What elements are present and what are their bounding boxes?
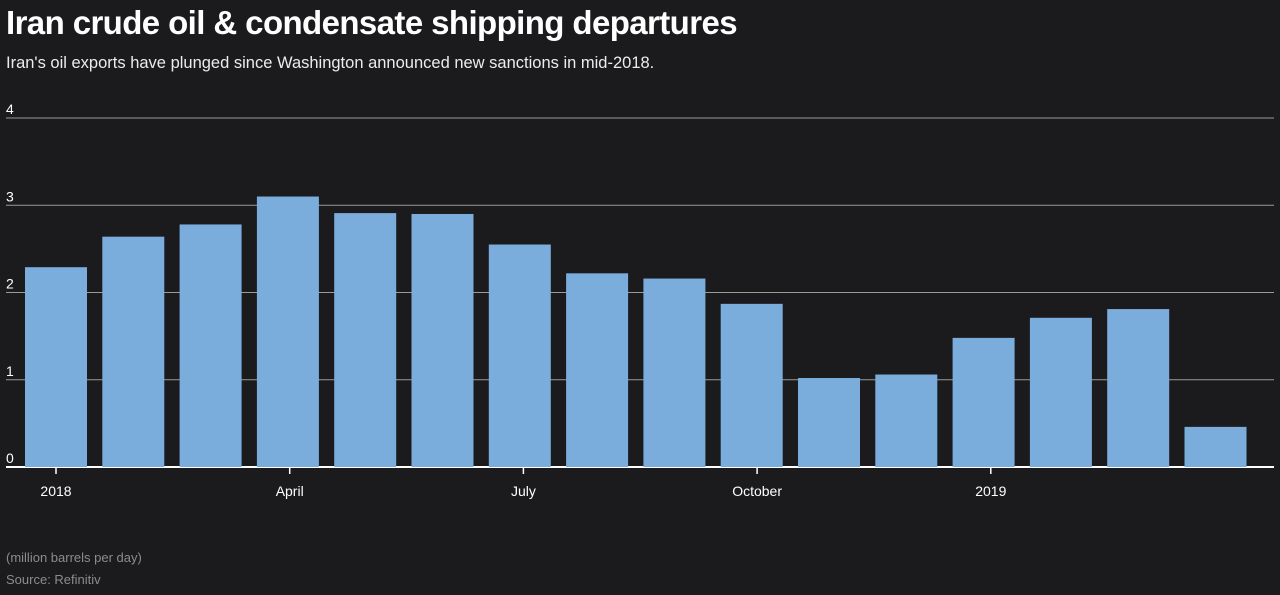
bar-9 — [720, 303, 783, 467]
y-tick-label: 4 — [6, 101, 14, 117]
bar-3 — [256, 196, 319, 467]
bar-2 — [179, 224, 242, 467]
bar-8 — [643, 278, 706, 467]
bar-7 — [566, 273, 629, 467]
bar-13 — [1029, 317, 1092, 467]
x-tick-label: July — [511, 483, 536, 499]
y-tick-label: 0 — [6, 450, 14, 466]
x-tick-label: 2019 — [975, 483, 1006, 499]
bar-0 — [25, 267, 87, 467]
source-note: Source: Refinitiv — [6, 572, 101, 587]
y-tick-label: 2 — [6, 276, 14, 292]
y-tick-label: 1 — [6, 363, 14, 379]
bar-15 — [1184, 426, 1247, 467]
x-tick-label: April — [276, 483, 304, 499]
bar-10 — [798, 378, 860, 467]
x-tick-label: 2018 — [40, 483, 71, 499]
y-tick-label: 3 — [6, 188, 14, 204]
bar-12 — [952, 337, 1015, 467]
y-axis-ticks: 0 1 2 3 4 — [6, 101, 14, 466]
bar-14 — [1107, 309, 1170, 467]
x-axis-ticks: 2018 April July October 2019 — [40, 467, 1007, 499]
chart-title: Iran crude oil & condensate shipping dep… — [6, 4, 738, 41]
bar-11 — [875, 374, 938, 467]
unit-note: (million barrels per day) — [6, 550, 142, 565]
bar-5 — [411, 213, 474, 467]
bar-6 — [488, 244, 551, 467]
bar-1 — [102, 236, 165, 467]
x-tick-label: October — [732, 483, 782, 499]
bar-4 — [334, 213, 397, 467]
chart-subtitle: Iran's oil exports have plunged since Wa… — [6, 54, 655, 72]
bars — [25, 196, 1247, 467]
